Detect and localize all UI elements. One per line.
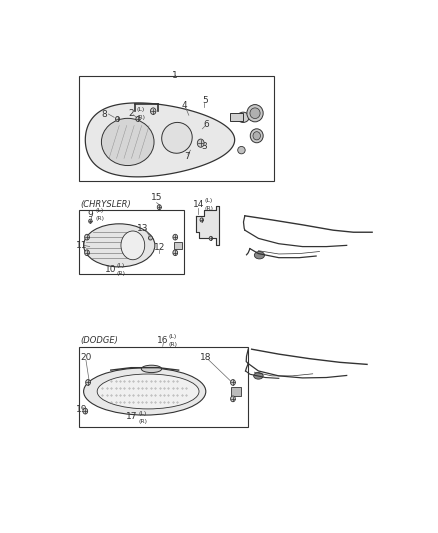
Ellipse shape <box>97 374 199 409</box>
Text: 17: 17 <box>127 413 138 422</box>
Text: (L): (L) <box>138 411 146 416</box>
Text: (R): (R) <box>204 206 213 211</box>
Ellipse shape <box>253 132 261 140</box>
Bar <box>231 387 241 395</box>
Circle shape <box>151 108 156 115</box>
Text: 20: 20 <box>81 353 92 362</box>
Ellipse shape <box>254 373 263 379</box>
Ellipse shape <box>250 108 260 118</box>
Circle shape <box>209 236 212 240</box>
Text: (R): (R) <box>138 418 147 424</box>
Ellipse shape <box>254 252 265 259</box>
Circle shape <box>230 396 235 402</box>
Ellipse shape <box>148 236 152 240</box>
Text: 10: 10 <box>105 265 117 273</box>
Circle shape <box>85 250 89 256</box>
Polygon shape <box>85 103 235 177</box>
Circle shape <box>173 235 178 240</box>
Text: 7: 7 <box>184 152 190 161</box>
Text: 16: 16 <box>157 336 169 345</box>
Text: 1: 1 <box>173 71 178 80</box>
Text: (L): (L) <box>204 198 212 203</box>
Ellipse shape <box>250 129 263 143</box>
Text: (R): (R) <box>95 216 105 221</box>
Bar <box>78 76 274 181</box>
Text: 18: 18 <box>201 353 212 362</box>
Bar <box>230 113 243 122</box>
Text: (R): (R) <box>169 342 178 347</box>
Text: 6: 6 <box>204 120 209 129</box>
Text: 19: 19 <box>76 406 88 415</box>
Text: 15: 15 <box>151 193 162 202</box>
Bar <box>173 242 182 248</box>
Ellipse shape <box>102 118 154 166</box>
Text: 4: 4 <box>182 101 187 109</box>
Circle shape <box>83 408 88 414</box>
Text: 11: 11 <box>75 241 87 250</box>
Text: 3: 3 <box>201 142 207 150</box>
Ellipse shape <box>162 123 192 154</box>
Text: (L): (L) <box>137 107 145 112</box>
Text: (CHRYSLER): (CHRYSLER) <box>80 200 131 209</box>
Text: 2: 2 <box>128 109 134 118</box>
Circle shape <box>85 235 89 240</box>
Circle shape <box>200 218 203 222</box>
Text: (R): (R) <box>137 115 146 120</box>
Circle shape <box>173 250 178 256</box>
Ellipse shape <box>141 365 162 373</box>
Circle shape <box>86 379 90 385</box>
Text: 8: 8 <box>102 109 107 118</box>
Ellipse shape <box>238 147 245 154</box>
Circle shape <box>197 139 204 147</box>
Ellipse shape <box>237 112 249 123</box>
Text: (L): (L) <box>117 263 125 268</box>
Ellipse shape <box>84 224 155 267</box>
Ellipse shape <box>247 104 263 122</box>
Polygon shape <box>196 206 219 245</box>
Text: 12: 12 <box>154 243 165 252</box>
Circle shape <box>88 219 92 223</box>
Text: (R): (R) <box>117 271 126 276</box>
Text: (DODGE): (DODGE) <box>80 336 118 345</box>
Circle shape <box>116 117 120 122</box>
Text: 14: 14 <box>193 200 204 209</box>
Circle shape <box>136 117 140 122</box>
Ellipse shape <box>84 368 206 415</box>
Bar <box>78 211 184 274</box>
Text: 5: 5 <box>202 95 208 104</box>
Circle shape <box>157 205 161 209</box>
Text: (L): (L) <box>95 208 104 213</box>
Text: (L): (L) <box>169 334 177 339</box>
Text: 9: 9 <box>88 209 94 219</box>
Ellipse shape <box>121 231 145 260</box>
Bar <box>78 347 248 427</box>
Text: 13: 13 <box>137 224 148 233</box>
Circle shape <box>230 379 235 385</box>
